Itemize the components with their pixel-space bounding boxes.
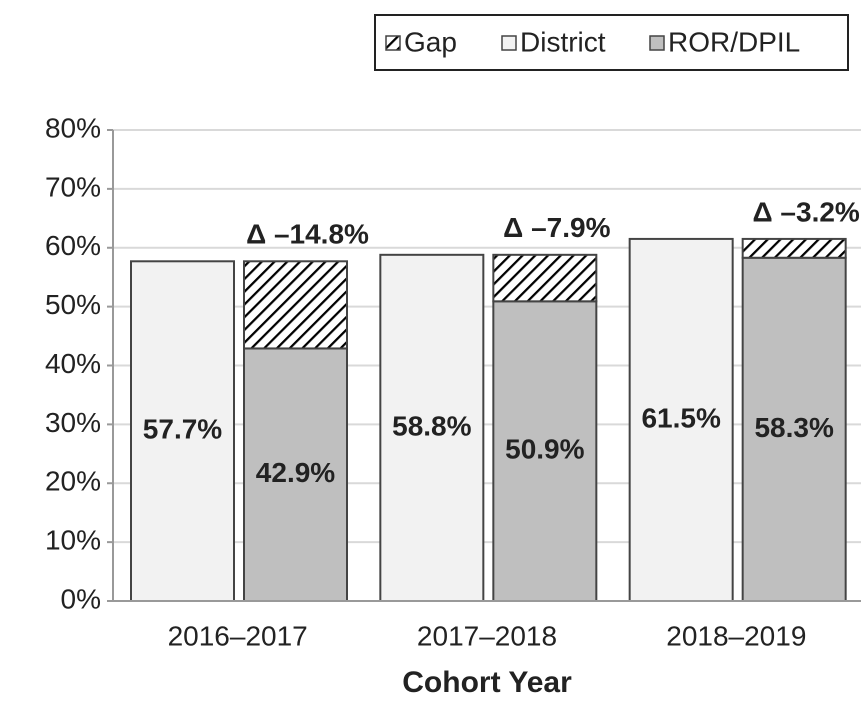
data-label: 57.7% bbox=[143, 414, 222, 445]
data-label: Δ –14.8% bbox=[246, 219, 369, 250]
bar bbox=[130, 260, 235, 602]
x-axis-label: Cohort Year bbox=[402, 666, 572, 699]
legend-swatch bbox=[385, 35, 401, 51]
y-tick-label: 30% bbox=[45, 407, 101, 438]
data-label: 58.3% bbox=[754, 412, 833, 443]
legend-box bbox=[374, 14, 849, 71]
data-label: Δ –7.9% bbox=[503, 212, 610, 243]
data-label: 42.9% bbox=[256, 457, 335, 488]
bar-segment bbox=[243, 260, 348, 350]
data-label: 58.8% bbox=[392, 410, 471, 441]
bar bbox=[492, 300, 598, 602]
legend-label: District bbox=[520, 26, 606, 57]
y-tick-label: 60% bbox=[45, 230, 101, 261]
y-tick-label: 40% bbox=[45, 348, 101, 379]
y-tick-label: 20% bbox=[45, 466, 101, 497]
y-tick-label: 0% bbox=[61, 583, 101, 614]
bar bbox=[741, 256, 847, 602]
x-tick-label: 2018–2019 bbox=[666, 620, 806, 651]
y-tick-label: 10% bbox=[45, 525, 101, 556]
y-tick-label: 70% bbox=[45, 171, 101, 202]
data-label: 50.9% bbox=[505, 434, 584, 465]
bar bbox=[379, 253, 485, 602]
y-tick-label: 80% bbox=[45, 112, 101, 143]
x-tick-label: 2017–2018 bbox=[417, 620, 557, 651]
data-label: Δ –3.2% bbox=[753, 196, 860, 227]
bar bbox=[628, 237, 734, 602]
legend-label: Gap bbox=[404, 26, 457, 57]
bar-segment bbox=[492, 253, 598, 303]
bar-segment bbox=[741, 237, 847, 259]
legend-swatch bbox=[501, 35, 517, 51]
legend-label: ROR/DPIL bbox=[668, 26, 800, 57]
y-tick-label: 50% bbox=[45, 289, 101, 320]
data-label: 61.5% bbox=[641, 402, 720, 433]
legend-swatch bbox=[649, 35, 665, 51]
x-tick-label: 2016–2017 bbox=[168, 620, 308, 651]
